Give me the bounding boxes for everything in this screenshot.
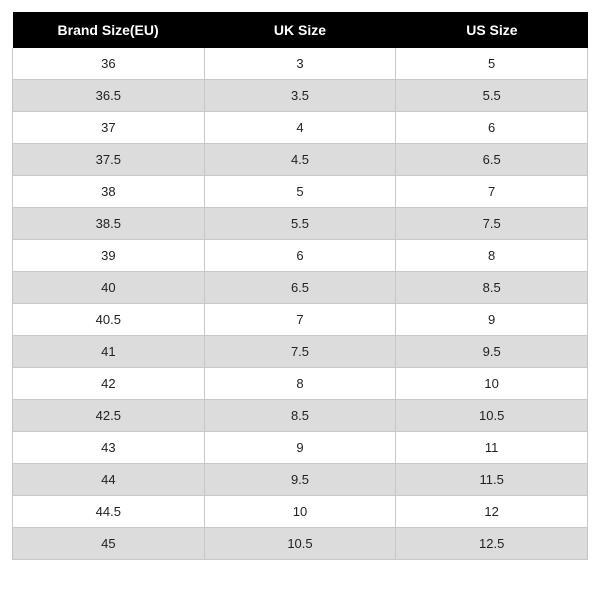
table-cell: 5.5 xyxy=(204,208,396,240)
table-row: 3746 xyxy=(13,112,588,144)
table-cell: 38.5 xyxy=(13,208,205,240)
table-cell: 45 xyxy=(13,528,205,560)
table-row: 42810 xyxy=(13,368,588,400)
table-cell: 6 xyxy=(396,112,588,144)
table-row: 3968 xyxy=(13,240,588,272)
table-cell: 44.5 xyxy=(13,496,205,528)
table-cell: 10 xyxy=(204,496,396,528)
table-cell: 41 xyxy=(13,336,205,368)
table-row: 449.511.5 xyxy=(13,464,588,496)
table-cell: 7.5 xyxy=(204,336,396,368)
table-cell: 12 xyxy=(396,496,588,528)
table-cell: 8 xyxy=(396,240,588,272)
table-cell: 44 xyxy=(13,464,205,496)
table-row: 38.55.57.5 xyxy=(13,208,588,240)
col-uk-size: UK Size xyxy=(204,12,396,48)
table-cell: 10.5 xyxy=(204,528,396,560)
table-row: 36.53.55.5 xyxy=(13,80,588,112)
table-cell: 7 xyxy=(396,176,588,208)
table-cell: 3 xyxy=(204,48,396,80)
table-cell: 9 xyxy=(204,432,396,464)
table-cell: 3.5 xyxy=(204,80,396,112)
table-row: 3857 xyxy=(13,176,588,208)
table-cell: 40 xyxy=(13,272,205,304)
table-cell: 5 xyxy=(396,48,588,80)
table-cell: 36.5 xyxy=(13,80,205,112)
size-conversion-table: Brand Size(EU) UK Size US Size 363536.53… xyxy=(12,12,588,560)
table-cell: 6.5 xyxy=(204,272,396,304)
table-cell: 4 xyxy=(204,112,396,144)
table-cell: 10 xyxy=(396,368,588,400)
table-row: 3635 xyxy=(13,48,588,80)
table-cell: 5 xyxy=(204,176,396,208)
table-cell: 36 xyxy=(13,48,205,80)
table-cell: 7.5 xyxy=(396,208,588,240)
table-cell: 39 xyxy=(13,240,205,272)
table-cell: 10.5 xyxy=(396,400,588,432)
table-row: 4510.512.5 xyxy=(13,528,588,560)
table-cell: 9.5 xyxy=(396,336,588,368)
table-cell: 40.5 xyxy=(13,304,205,336)
table-cell: 6.5 xyxy=(396,144,588,176)
table-row: 417.59.5 xyxy=(13,336,588,368)
table-cell: 8.5 xyxy=(204,400,396,432)
table-row: 40.579 xyxy=(13,304,588,336)
table-row: 42.58.510.5 xyxy=(13,400,588,432)
table-cell: 7 xyxy=(204,304,396,336)
table-body: 363536.53.55.5374637.54.56.5385738.55.57… xyxy=(13,48,588,560)
table-cell: 12.5 xyxy=(396,528,588,560)
table-header-row: Brand Size(EU) UK Size US Size xyxy=(13,12,588,48)
table-cell: 8.5 xyxy=(396,272,588,304)
table-cell: 9 xyxy=(396,304,588,336)
table-cell: 8 xyxy=(204,368,396,400)
table-row: 406.58.5 xyxy=(13,272,588,304)
table-row: 44.51012 xyxy=(13,496,588,528)
table-cell: 11 xyxy=(396,432,588,464)
col-us-size: US Size xyxy=(396,12,588,48)
table-cell: 37.5 xyxy=(13,144,205,176)
table-cell: 4.5 xyxy=(204,144,396,176)
table-cell: 38 xyxy=(13,176,205,208)
table-cell: 43 xyxy=(13,432,205,464)
table-row: 43911 xyxy=(13,432,588,464)
table-cell: 5.5 xyxy=(396,80,588,112)
table-cell: 11.5 xyxy=(396,464,588,496)
table-cell: 37 xyxy=(13,112,205,144)
table-row: 37.54.56.5 xyxy=(13,144,588,176)
table-cell: 9.5 xyxy=(204,464,396,496)
table-cell: 6 xyxy=(204,240,396,272)
col-eu-size: Brand Size(EU) xyxy=(13,12,205,48)
table-cell: 42.5 xyxy=(13,400,205,432)
table-cell: 42 xyxy=(13,368,205,400)
